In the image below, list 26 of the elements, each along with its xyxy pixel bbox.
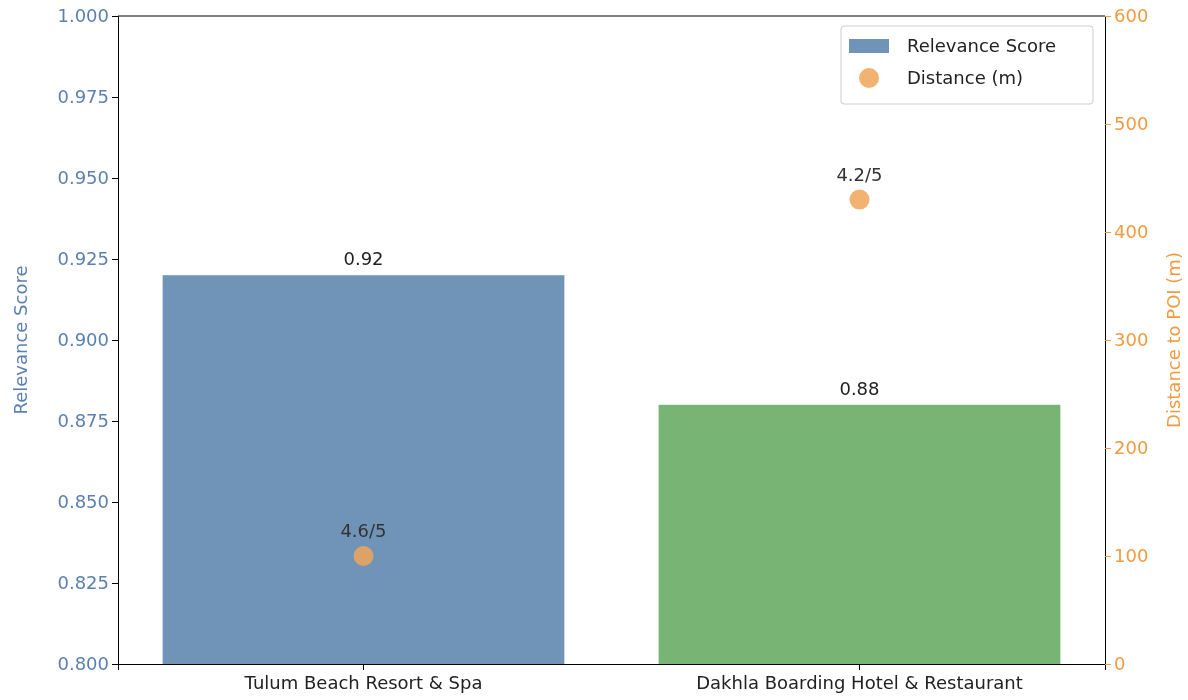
x-tick-label: Dakhla Boarding Hotel & Restaurant (696, 672, 1023, 694)
y2-tick-label: 100 (1114, 545, 1149, 567)
legend-label: Relevance Score (907, 35, 1057, 57)
y-tick-label: 0.975 (57, 86, 109, 108)
y2-tick-label: 400 (1114, 221, 1149, 243)
y2-tick-label: 600 (1114, 5, 1149, 27)
y-tick-label: 0.900 (57, 329, 109, 351)
y2-tick-label: 200 (1114, 437, 1149, 459)
y-tick-label: 0.875 (57, 410, 109, 432)
y-axis-title: Relevance Score (10, 265, 31, 415)
y-tick-label: 0.925 (57, 248, 109, 270)
y-tick-label: 0.800 (57, 653, 109, 675)
y-tick-label: 0.825 (57, 572, 109, 594)
annotation: 4.6/5 (340, 520, 387, 542)
y2-tick-label: 500 (1114, 113, 1149, 135)
legend-label: Distance (m) (907, 67, 1024, 89)
x-tick-label: Tulum Beach Resort & Spa (243, 672, 483, 694)
y2-axis-title: Distance to POI (m) (1163, 252, 1184, 428)
annotation: 4.2/5 (836, 163, 883, 185)
y-tick-label: 0.950 (57, 167, 109, 189)
y-tick-label: 1.000 (57, 5, 109, 27)
y-tick-label: 0.850 (57, 491, 109, 513)
y2-tick-label: 300 (1114, 329, 1149, 351)
y2-tick-label: 0 (1114, 653, 1126, 675)
data-label: 0.88 (839, 377, 880, 399)
data-label: 0.92 (343, 248, 384, 270)
